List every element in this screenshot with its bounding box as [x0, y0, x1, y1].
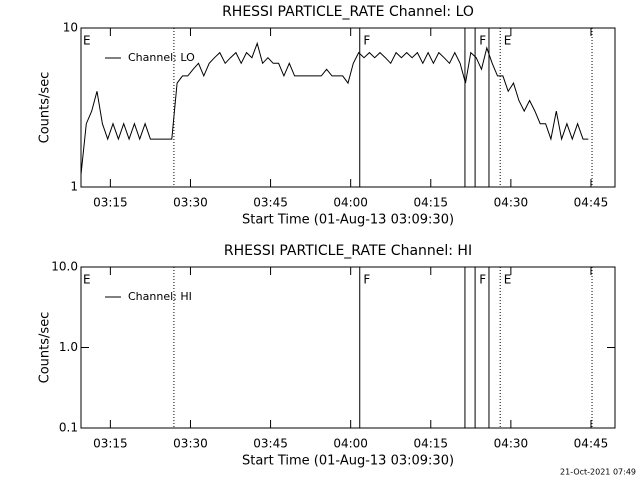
annotation: E	[83, 34, 91, 48]
x-tick-label: 04:30	[494, 437, 529, 451]
annotation: F	[479, 273, 486, 287]
y-axis-label: Counts/sec	[38, 72, 53, 144]
y-tick-label: 10	[63, 21, 78, 35]
x-tick-label: 04:45	[574, 437, 609, 451]
annotation: F	[363, 273, 370, 287]
annotation: F	[363, 34, 370, 48]
x-tick-label: 03:30	[173, 437, 208, 451]
annotation: F	[479, 34, 486, 48]
x-axis-label: Start Time (01-Aug-13 03:09:30)	[242, 213, 454, 228]
annotation: E	[83, 273, 91, 287]
footer-stamp: 21-Oct-2021 07:49	[560, 468, 636, 477]
legend-label: Channel: LO	[128, 51, 195, 64]
x-tick-label: 04:00	[333, 196, 368, 210]
x-axis-label: Start Time (01-Aug-13 03:09:30)	[242, 454, 454, 469]
data-line	[80, 41, 589, 175]
chart-title: RHESSI PARTICLE_RATE Channel: HI	[224, 243, 472, 259]
x-tick-label: 03:15	[93, 437, 128, 451]
x-tick-label: 04:45	[574, 196, 609, 210]
plot-frame	[80, 27, 616, 188]
y-tick-label: 0.1	[59, 421, 78, 435]
x-tick-label: 04:15	[413, 437, 448, 451]
x-tick-label: 04:30	[494, 196, 529, 210]
x-tick-label: 04:15	[413, 196, 448, 210]
annotation: E	[504, 273, 512, 287]
x-tick-label: 03:15	[93, 196, 128, 210]
x-tick-label: 04:00	[333, 437, 368, 451]
x-tick-label: 03:30	[173, 196, 208, 210]
y-tick-label: 1	[70, 180, 78, 194]
y-tick-label: 1.0	[59, 340, 78, 354]
x-tick-label: 03:45	[253, 437, 288, 451]
annotation: E	[504, 34, 512, 48]
y-axis-label: Counts/sec	[38, 312, 53, 384]
y-tick-label: 10.0	[51, 260, 78, 274]
x-tick-label: 03:45	[253, 196, 288, 210]
chart-title: RHESSI PARTICLE_RATE Channel: LO	[222, 4, 474, 20]
legend-label: Channel: HI	[128, 290, 192, 303]
